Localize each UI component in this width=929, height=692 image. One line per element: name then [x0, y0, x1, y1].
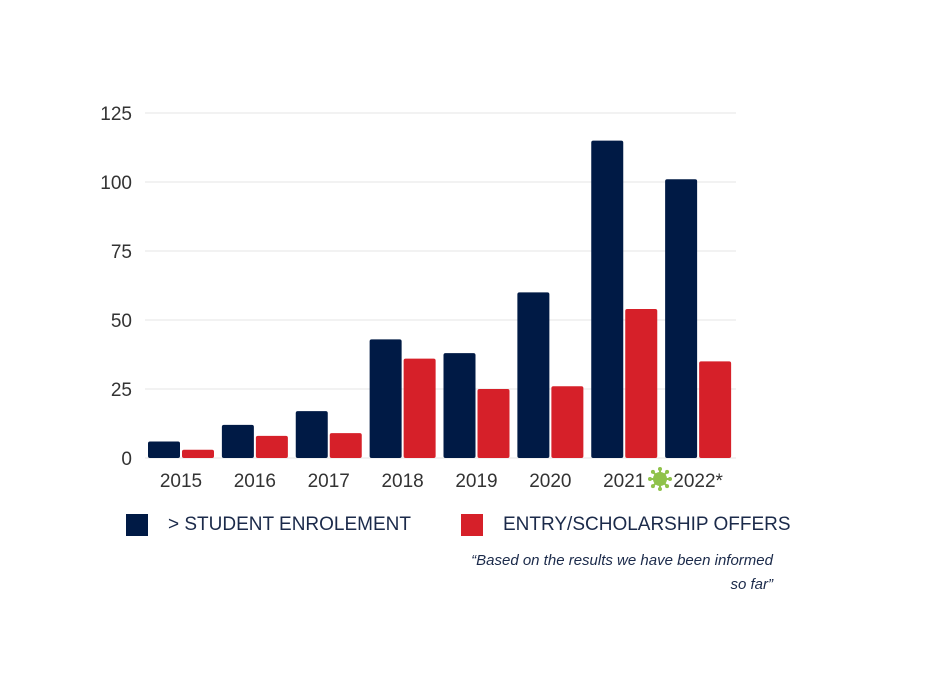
legend-swatch-enrolement — [126, 514, 148, 536]
bar-enrolement-2019 — [443, 353, 476, 458]
bar-offers-2017 — [329, 433, 362, 458]
bar-offers-2021 — [625, 308, 658, 458]
bar-enrolement-2020 — [517, 292, 550, 458]
x-tick-label: 2021 — [603, 471, 645, 492]
footnote: “Based on the results we have been infor… — [471, 552, 773, 593]
y-tick-label: 125 — [100, 104, 132, 125]
bars — [148, 140, 732, 459]
bar-enrolement-2018 — [369, 339, 402, 458]
y-tick-label: 100 — [100, 173, 132, 194]
legend-label-offers: ENTRY/SCHOLARSHIP OFFERS — [503, 514, 791, 535]
x-tick-label: 2015 — [160, 471, 202, 492]
y-tick-label: 50 — [111, 311, 132, 332]
bar-offers-2019 — [477, 389, 510, 458]
bar-offers-2020 — [551, 386, 584, 458]
bar-enrolement-2016 — [221, 424, 254, 458]
y-tick-label: 0 — [121, 449, 132, 470]
legend-label-enrolement: > STUDENT ENROLEMENT — [168, 514, 411, 535]
x-tick-label: 2022* — [673, 471, 723, 492]
virus-icon — [648, 467, 672, 491]
bar-enrolement-2015 — [148, 441, 180, 458]
bar-offers-2022 — [699, 361, 732, 458]
legend-item-offers: ENTRY/SCHOLARSHIP OFFERS — [461, 514, 791, 536]
y-tick-label: 25 — [111, 380, 132, 401]
x-tick-label: 2018 — [381, 471, 423, 492]
x-axis-ticks: 2015 2016 2017 2018 2019 2020 2021 2022* — [160, 471, 724, 492]
x-tick-label: 2016 — [234, 471, 276, 492]
y-tick-label: 75 — [111, 242, 132, 263]
bar-offers-2016 — [255, 435, 288, 458]
bar-enrolement-2022 — [665, 179, 698, 459]
bar-offers-2018 — [403, 358, 436, 458]
x-tick-label: 2017 — [308, 471, 350, 492]
x-tick-label: 2019 — [455, 471, 497, 492]
bar-enrolement-2017 — [295, 411, 328, 458]
legend-item-enrolement: > STUDENT ENROLEMENT — [126, 514, 411, 536]
y-axis-ticks: 0 25 50 75 100 125 — [100, 104, 132, 470]
bar-offers-2015 — [182, 449, 214, 458]
bar-enrolement-2021 — [591, 140, 624, 458]
x-tick-label: 2020 — [529, 471, 571, 492]
legend-swatch-offers — [461, 514, 483, 536]
